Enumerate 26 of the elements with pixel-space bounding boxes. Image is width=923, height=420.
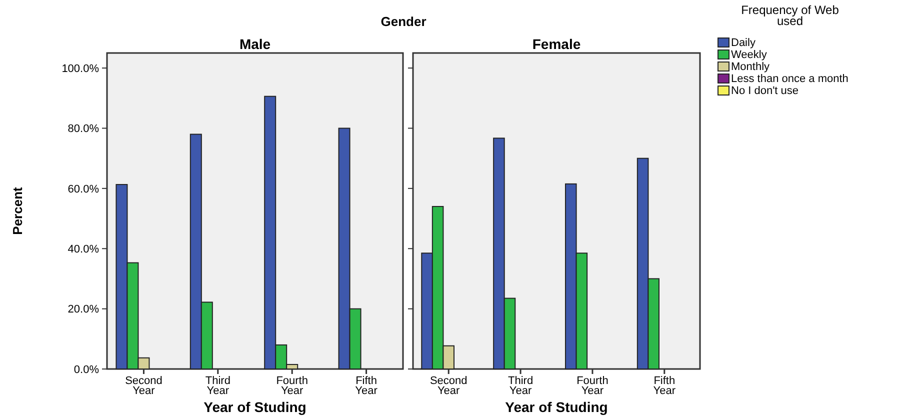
y-tick-label: 0.0% [74,364,100,376]
y-axis-title: Percent [10,186,25,235]
legend-label: Daily [731,37,756,49]
x-tick-label: Third Year [205,375,230,397]
legend-label: Monthly [731,61,770,73]
legend-title: Frequency of Web used [741,3,840,28]
y-tick-label: 20.0% [68,304,100,316]
x-tick-label: Fourth Year [276,375,308,397]
chart-title: Male [239,36,271,52]
x-axis-title: Year of Studing [204,399,306,415]
y-tick-label: 60.0% [68,183,100,196]
x-tick-label: Fifth Year [355,375,378,397]
legend-label: No I don't use [731,85,799,97]
x-axis-title: Year of Studing [505,399,608,415]
x-tick-label: Second Year [125,375,162,397]
legend-label: Weekly [731,49,768,61]
legend-label: Less than once a month [731,73,848,85]
x-tick-label: Third Year [508,375,534,397]
x-tick-label: Fifth Year [653,375,676,397]
text: Gender [380,14,426,29]
y-tick-label: 100.0% [62,62,100,75]
chart-title: Female [532,36,581,52]
y-tick-label: 80.0% [68,123,100,136]
y-tick-label: 40.0% [68,243,100,256]
x-tick-label: Second Year [430,375,468,397]
x-tick-label: Fourth Year [576,375,608,397]
